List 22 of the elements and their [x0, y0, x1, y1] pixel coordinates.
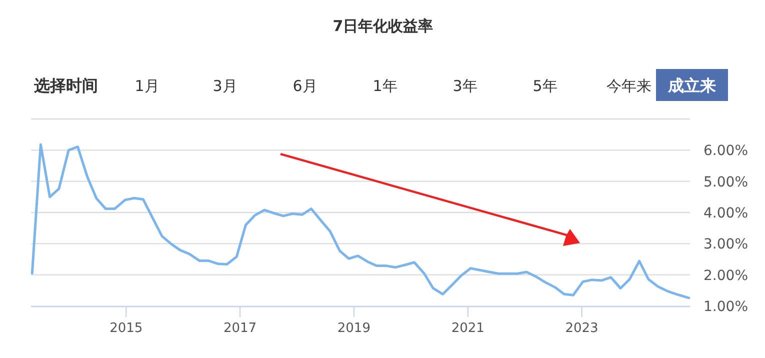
chart-title: 7日年化收益率 [332, 17, 434, 35]
text: 1月 [134, 77, 160, 95]
x-tick-label: 2021 [451, 321, 484, 336]
x-tick-label: 2023 [565, 321, 598, 336]
y-tick-label: 5.00% [704, 174, 748, 190]
x-tick-label: 2019 [337, 321, 370, 336]
y-tick-label: 1.00% [704, 299, 748, 315]
line-series [30, 143, 690, 300]
text: 6月 [292, 77, 318, 95]
x-tick-label: 2015 [110, 321, 143, 336]
text: 成立来 [667, 76, 716, 95]
y-tick-label: 3.00% [704, 236, 748, 253]
y-tick-label: 4.00% [704, 206, 748, 222]
text: 3月 [212, 77, 238, 95]
text: 5年 [532, 77, 558, 95]
y-tick-label: 2.00% [704, 268, 748, 284]
x-tick-label: 2017 [223, 321, 257, 336]
y-tick-label: 6.00% [704, 143, 748, 160]
text: 1年 [372, 77, 398, 95]
text: 今年来 [606, 77, 652, 95]
text: 选择时间 [33, 76, 98, 95]
text: 3年 [452, 77, 478, 95]
